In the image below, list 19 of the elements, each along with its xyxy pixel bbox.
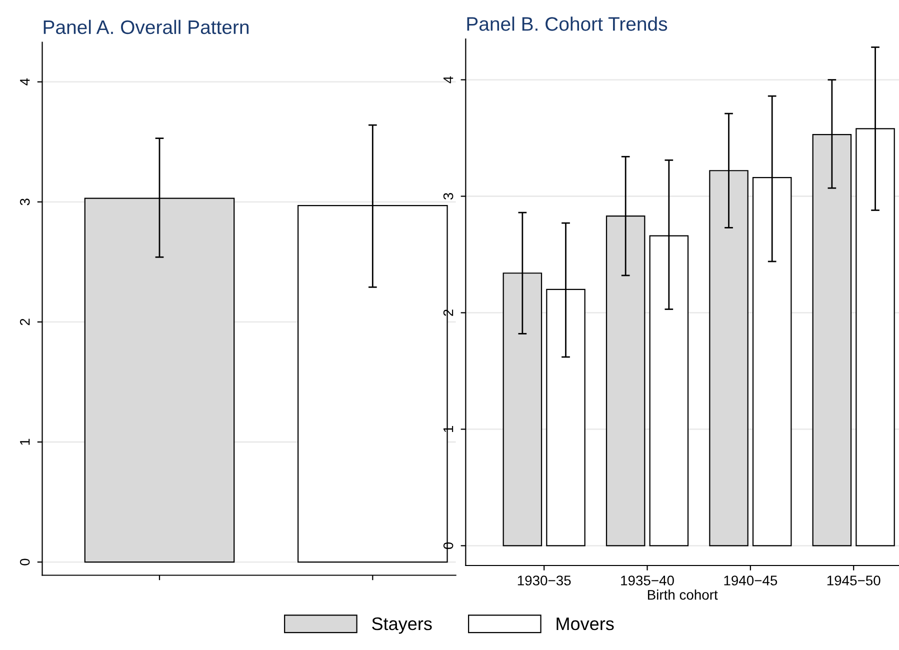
chart-title: Panel A. Overall Pattern — [44, 20, 249, 34]
y-tick-label: 4 — [444, 76, 454, 84]
x-tick-label: 1935−40 — [621, 576, 674, 586]
y-tick-label: 2 — [20, 318, 30, 326]
x-tick-label: 1940−45 — [724, 576, 778, 586]
y-tick-label: 3 — [443, 193, 454, 200]
y-tick-label: 2 — [443, 310, 454, 316]
chart-title: Panel B. Cohort Trends — [467, 16, 668, 31]
x-tick-label: 1930−35 — [518, 576, 571, 586]
y-tick-label: 1 — [20, 438, 30, 445]
y-tick-label: 3 — [20, 198, 30, 206]
y-tick-label: 0 — [443, 542, 454, 550]
x-tick-label: 1945−50 — [827, 576, 880, 586]
y-tick-label: 0 — [20, 558, 30, 566]
legend-label: Stayers — [372, 617, 432, 634]
legend-label: Movers — [556, 618, 614, 630]
y-tick-label: 1 — [444, 426, 454, 432]
y-tick-label: 4 — [20, 78, 30, 86]
x-axis-title: Birth cohort — [648, 590, 718, 600]
